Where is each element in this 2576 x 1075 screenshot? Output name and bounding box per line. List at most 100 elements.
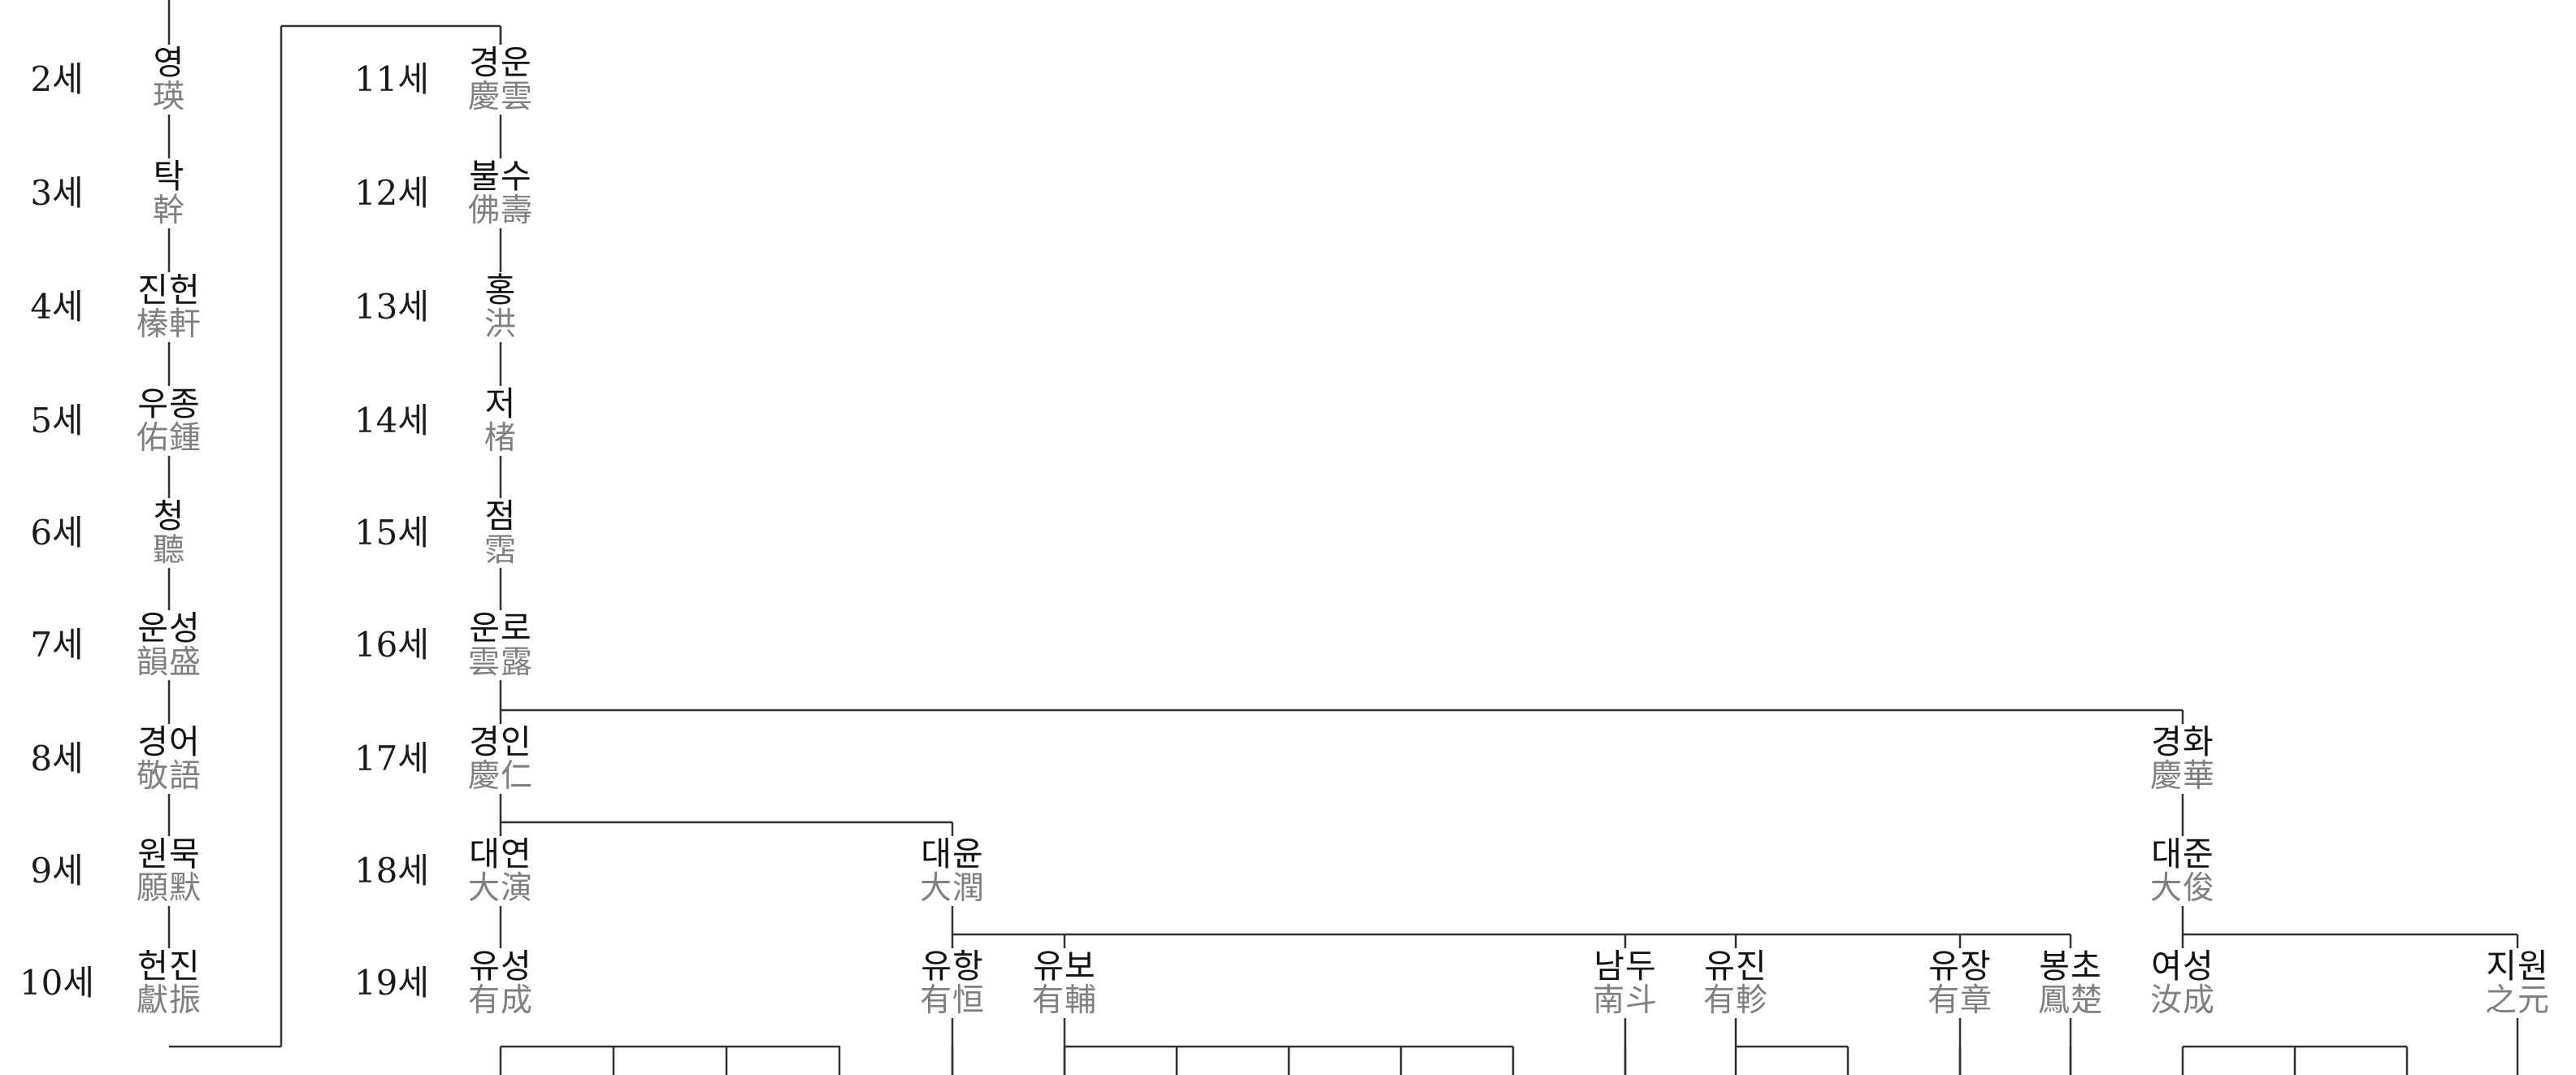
generation-label: 19세 <box>327 966 457 1000</box>
person-node-wonmuk: 원묵 願默 <box>137 836 202 906</box>
person-name-hanja: 敬語 <box>137 758 202 795</box>
generation-label: 15세 <box>327 516 457 550</box>
person-name-korean: 우종 <box>137 384 201 423</box>
person-name-korean: 운로 <box>469 609 532 648</box>
person-node-heonjin: 헌진 獻振 <box>137 948 202 1018</box>
generation-label: 8세 <box>0 742 122 776</box>
person-name-korean: 여성 <box>2151 947 2214 986</box>
person-node-yuhang: 유항 有恒 <box>920 947 986 1019</box>
person-name-hanja: 獻振 <box>137 982 202 1019</box>
person-node-namdu: 남두 南斗 <box>1593 947 1659 1019</box>
person-name-korean: 홍 <box>484 271 517 310</box>
generation-label: 4세 <box>0 290 122 324</box>
person-name-korean: 유성 <box>469 947 532 986</box>
person-name-korean: 점 <box>484 496 517 535</box>
person-name-hanja: 幹 <box>153 193 186 229</box>
person-name-korean: 저 <box>484 384 517 423</box>
generation-label: 5세 <box>0 404 122 438</box>
person-name-hanja: 有恒 <box>920 982 986 1019</box>
generation-label: 9세 <box>0 854 122 888</box>
person-name-korean: 유장 <box>1928 947 1992 986</box>
person-node-unro: 운로 雲露 <box>468 609 534 681</box>
person-node-ujong: 우종 佑鍾 <box>137 386 202 456</box>
person-name-korean: 봉초 <box>2039 947 2102 986</box>
person-name-korean: 대윤 <box>921 834 984 873</box>
generation-label: 14세 <box>327 404 457 438</box>
person-name-hanja: 韻盛 <box>137 644 202 681</box>
person-name-hanja: 慶華 <box>2150 758 2216 795</box>
person-node-bongcho: 봉초 鳳楚 <box>2038 947 2104 1019</box>
person-name-hanja: 榛軒 <box>137 306 202 343</box>
person-name-korean: 불수 <box>469 157 532 196</box>
generation-label: 11세 <box>327 63 457 97</box>
person-name-hanja: 南斗 <box>1593 982 1659 1019</box>
person-name-korean: 운성 <box>137 609 201 648</box>
person-name-hanja: 佑鍾 <box>137 420 202 457</box>
person-name-hanja: 慶雲 <box>468 79 534 115</box>
person-node-daeyeon: 대연 大演 <box>468 836 534 907</box>
person-name-hanja: 楮 <box>484 420 518 457</box>
person-name-korean: 대준 <box>2151 834 2214 873</box>
person-name-korean: 진헌 <box>137 271 201 310</box>
generation-label: 18세 <box>327 854 457 888</box>
person-node-yujin: 유진 有軫 <box>1703 947 1769 1019</box>
person-node-yujang: 유장 有章 <box>1928 948 1993 1018</box>
person-node-jiwon: 지원 之元 <box>2485 947 2551 1019</box>
person-name-korean: 원묵 <box>137 834 201 873</box>
generation-label: 13세 <box>327 290 457 324</box>
person-node-gyeongun: 경운 慶雲 <box>468 43 534 115</box>
generation-label: 10세 <box>0 966 122 1000</box>
person-node-yubo: 유보 有輔 <box>1032 947 1098 1019</box>
person-name-hanja: 有軫 <box>1703 982 1769 1019</box>
person-name-hanja: 之元 <box>2485 982 2551 1019</box>
generation-label: 7세 <box>0 628 122 662</box>
person-node-gyeongeo: 경어 敬語 <box>137 724 202 794</box>
person-node-jinheon: 진헌 榛軒 <box>137 272 202 342</box>
person-node-daeyun: 대윤 大潤 <box>920 834 986 907</box>
person-name-hanja: 汝成 <box>2150 982 2216 1019</box>
person-name-korean: 유진 <box>1704 947 1767 986</box>
person-name-hanja: 鳳楚 <box>2038 982 2104 1019</box>
person-node-gyeongin: 경인 慶仁 <box>468 722 534 795</box>
person-name-hanja: 雲露 <box>468 644 534 681</box>
person-name-korean: 탁 <box>153 157 185 196</box>
person-name-korean: 영 <box>153 43 185 82</box>
person-name-hanja: 願默 <box>137 870 202 907</box>
person-node-unseong: 운성 韻盛 <box>137 610 202 680</box>
person-name-korean: 청 <box>153 496 185 535</box>
person-name-korean: 경인 <box>469 722 532 761</box>
person-name-korean: 헌진 <box>137 947 201 986</box>
person-node-yeoseong: 여성 汝成 <box>2150 947 2216 1019</box>
person-name-hanja: 霑 <box>484 532 518 569</box>
person-name-hanja: 有成 <box>468 982 534 1019</box>
person-name-hanja: 大潤 <box>920 870 986 907</box>
person-node-gyeonghwa: 경화 慶華 <box>2150 722 2216 795</box>
person-name-korean: 유보 <box>1033 947 1096 986</box>
generation-label: 2세 <box>0 63 122 97</box>
generation-label: 17세 <box>327 742 457 776</box>
person-node-yuseong: 유성 有成 <box>468 947 534 1019</box>
person-name-hanja: 大俊 <box>2150 870 2216 907</box>
person-name-korean: 지원 <box>2486 947 2549 986</box>
person-name-hanja: 有章 <box>1928 982 1993 1019</box>
person-name-korean: 경어 <box>137 722 201 761</box>
person-name-hanja: 佛壽 <box>468 193 534 229</box>
person-name-korean: 경화 <box>2151 722 2214 761</box>
generation-label: 6세 <box>0 516 122 550</box>
person-node-daejun: 대준 大俊 <box>2150 834 2216 907</box>
person-name-korean: 유항 <box>921 947 984 986</box>
person-name-hanja: 慶仁 <box>468 758 534 795</box>
person-name-korean: 경운 <box>469 43 532 82</box>
person-name-hanja: 有輔 <box>1032 982 1098 1019</box>
person-name-hanja: 洪 <box>484 306 518 343</box>
generation-label: 16세 <box>327 628 457 662</box>
person-name-hanja: 大演 <box>468 870 534 907</box>
person-name-korean: 남두 <box>1594 947 1657 986</box>
